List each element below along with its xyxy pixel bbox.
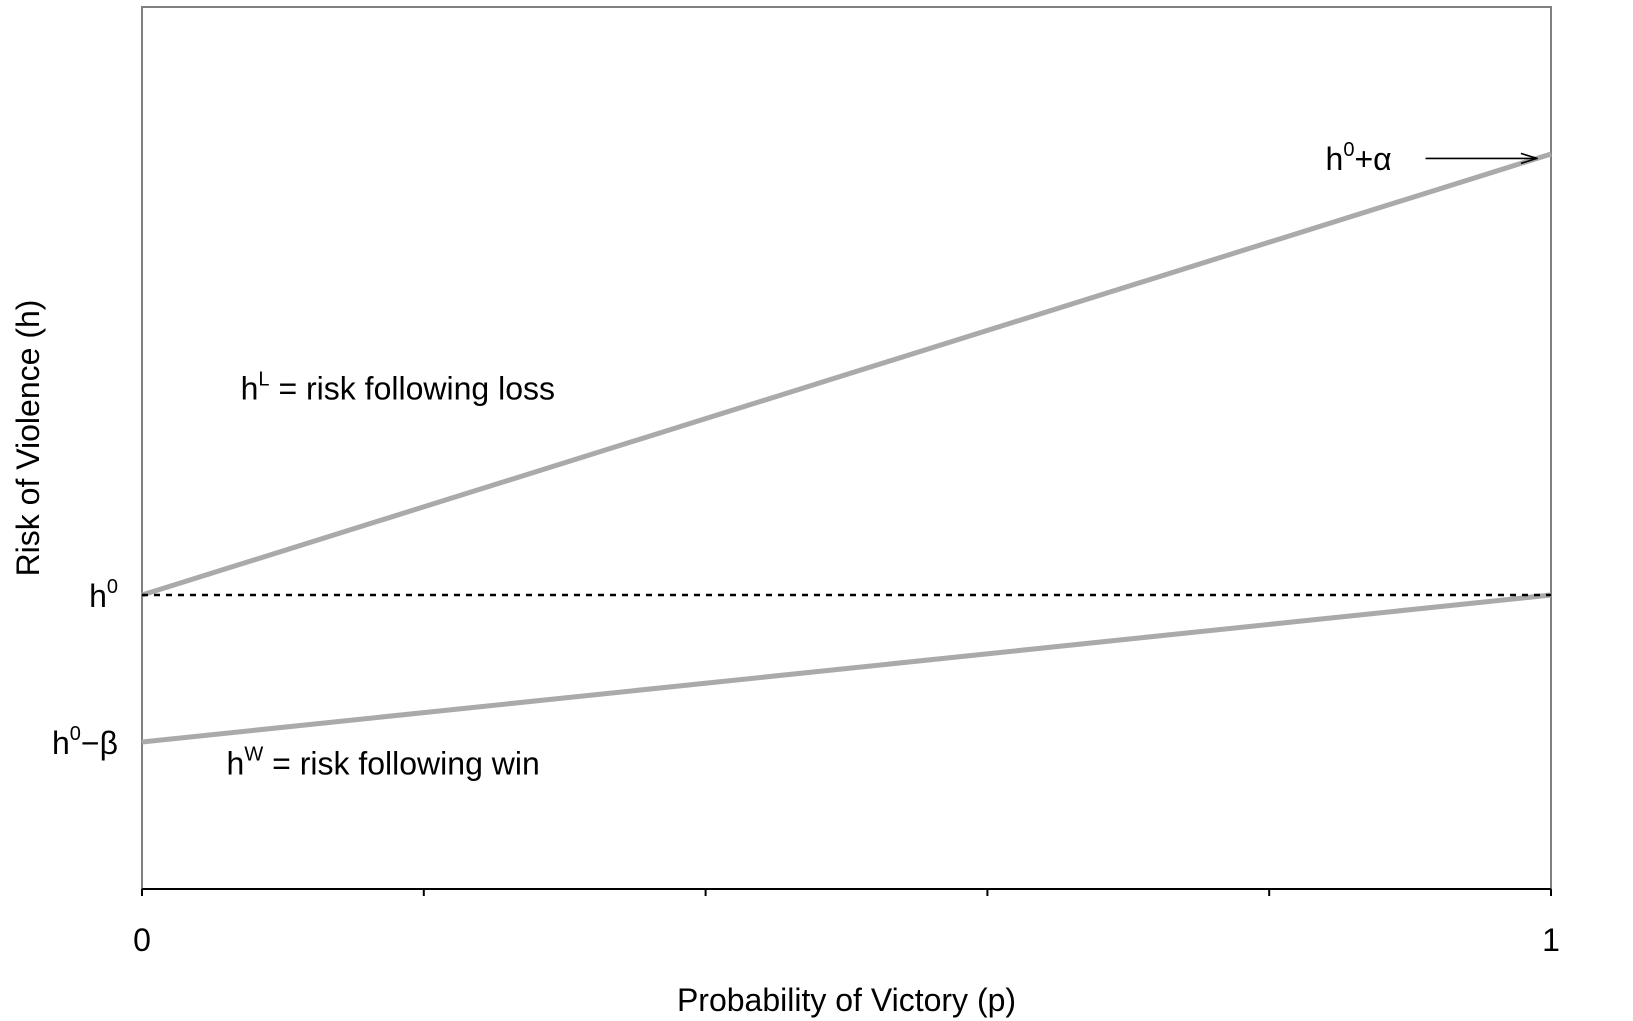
annotation-base: h bbox=[1326, 141, 1344, 177]
x-tick-label: 1 bbox=[1542, 922, 1560, 958]
annotation-sup: L bbox=[258, 368, 269, 390]
series-line bbox=[141, 151, 1552, 598]
chart-labels: Probability of Victory (p) Risk of Viole… bbox=[10, 139, 1560, 1018]
y-tick-sup: 0 bbox=[107, 576, 118, 598]
annotation-text: = risk following loss bbox=[270, 370, 555, 406]
annotation-base: h bbox=[227, 745, 245, 781]
annotation-label: hW = risk following win bbox=[227, 743, 540, 781]
y-tick-label: h0−β bbox=[52, 723, 118, 761]
annotation-text: = risk following win bbox=[263, 745, 540, 781]
annotation-sup: 0 bbox=[1343, 139, 1354, 161]
annotation-sup: W bbox=[244, 743, 263, 765]
annotation-text: +α bbox=[1354, 141, 1391, 177]
y-tick-label: h0 bbox=[89, 576, 118, 614]
series-line bbox=[141, 592, 1552, 745]
y-tick-suffix: −β bbox=[81, 725, 118, 761]
annotation-label: hL = risk following loss bbox=[241, 368, 555, 406]
y-tick-base: h bbox=[52, 725, 70, 761]
chart-marks bbox=[141, 151, 1552, 745]
y-axis-label: Risk of Violence (h) bbox=[10, 300, 46, 577]
x-axis-label: Probability of Victory (p) bbox=[677, 982, 1016, 1018]
annotation-label: h0+α bbox=[1326, 139, 1392, 177]
x-tick-label: 0 bbox=[133, 922, 151, 958]
y-tick-sup: 0 bbox=[70, 723, 81, 745]
y-tick-base: h bbox=[89, 578, 107, 614]
plot-area bbox=[141, 6, 1552, 896]
annotation-base: h bbox=[241, 370, 259, 406]
